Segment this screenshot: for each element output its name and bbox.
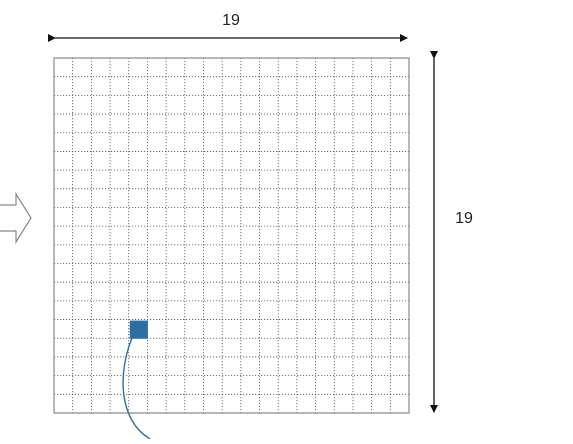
width-dimension-label: 19	[222, 12, 240, 29]
grid-border	[53, 57, 410, 414]
highlighted-cell	[129, 320, 148, 339]
callout-curve	[122, 337, 151, 440]
grid-lines	[54, 58, 409, 413]
height-dimension-label: 19	[455, 210, 473, 227]
hollow-right-arrow-icon	[0, 191, 32, 245]
